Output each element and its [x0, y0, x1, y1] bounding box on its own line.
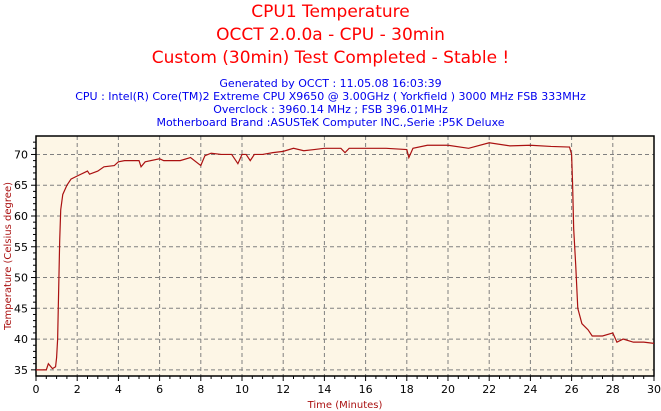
y-tick-label: 45	[14, 302, 28, 315]
subtitle-motherboard: Motherboard Brand :ASUSTeK Computer INC.…	[156, 116, 505, 129]
chart-title-3: Custom (30min) Test Completed - Stable !	[151, 48, 510, 68]
y-tick-label: 70	[14, 148, 28, 161]
subtitle-generated: Generated by OCCT : 11.05.08 16:03:39	[219, 77, 442, 90]
chart-title-2: OCCT 2.0.0a - CPU - 30min	[216, 25, 445, 45]
y-tick-label: 40	[14, 333, 28, 346]
temperature-series-line	[36, 142, 655, 371]
x-tick-label: 12	[276, 383, 290, 396]
y-tick-label: 55	[14, 241, 28, 254]
x-axis-label: Time (Minutes)	[307, 400, 383, 411]
x-tick-label: 22	[482, 383, 496, 396]
x-tick-label: 14	[317, 383, 331, 396]
y-axis-label: Temperature (Celsius degree)	[3, 182, 14, 331]
chart-title-1: CPU1 Temperature	[251, 2, 410, 22]
x-tick-label: 26	[565, 383, 579, 396]
subtitle-cpu: CPU : Intel(R) Core(TM)2 Extreme CPU X96…	[75, 90, 586, 103]
y-tick-label: 35	[14, 364, 28, 377]
x-tick-label: 30	[647, 383, 661, 396]
x-tick-label: 8	[197, 383, 204, 396]
y-tick-label: 60	[14, 210, 28, 223]
x-tick-label: 2	[74, 383, 81, 396]
x-tick-label: 24	[523, 383, 537, 396]
y-tick-label: 65	[14, 179, 28, 192]
x-tick-label: 0	[33, 383, 40, 396]
x-tick-label: 18	[400, 383, 414, 396]
x-tick-label: 4	[115, 383, 122, 396]
x-tick-label: 6	[156, 383, 163, 396]
plot-border	[35, 135, 655, 377]
subtitle-overclock: Overclock : 3960.14 MHz ; FSB 396.01MHz	[213, 103, 448, 116]
x-tick-label: 16	[359, 383, 373, 396]
x-tick-label: 20	[441, 383, 455, 396]
x-tick-label: 28	[606, 383, 620, 396]
y-tick-label: 50	[14, 272, 28, 285]
x-tick-label: 10	[235, 383, 249, 396]
plot-area	[36, 136, 654, 376]
